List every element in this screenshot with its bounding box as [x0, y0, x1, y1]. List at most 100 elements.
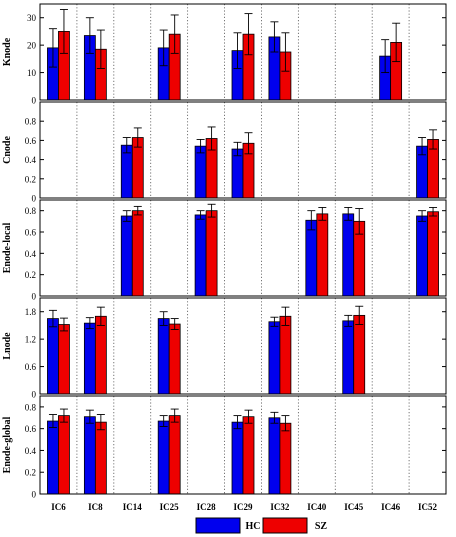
sz-bar — [279, 422, 292, 495]
hc-error-bar — [196, 210, 205, 220]
y-tick-label: 0.6 — [25, 136, 37, 146]
hc-error-bar — [344, 207, 353, 221]
sz-error-bar — [59, 317, 68, 332]
sz-bar — [242, 416, 255, 495]
hc-bar — [268, 321, 281, 395]
x-tick-label: IC14 — [123, 502, 143, 512]
sz-error-bar — [318, 207, 327, 221]
sz-error-bar — [170, 318, 179, 330]
sz-bar — [427, 211, 439, 297]
sz-bar — [168, 415, 181, 495]
sz-bar — [205, 210, 218, 297]
sz-error-bar — [355, 208, 364, 235]
panel-knode: 0 10 20 30 Knode — [2, 3, 447, 106]
y-tick-label: 30 — [27, 13, 37, 23]
y-axis-label: Lnode — [2, 332, 13, 360]
panel-cnode: 0 0.2 0.4 0.6 0.8 Cnode — [2, 101, 447, 204]
y-tick-label: 0.2 — [25, 468, 36, 478]
hc-bar — [83, 416, 96, 495]
y-tick-label: 1.8 — [25, 307, 37, 317]
sz-bar — [58, 415, 70, 495]
y-axis-label: Knode — [2, 37, 13, 66]
legend-swatch-hc — [195, 517, 241, 534]
y-tick-label: 20 — [27, 41, 37, 51]
hc-bar — [157, 318, 170, 395]
sz-error-bar — [207, 203, 216, 218]
panel-frame — [39, 199, 447, 297]
hc-error-bar — [233, 141, 242, 157]
legend-swatch-sz — [262, 517, 308, 534]
panel-enode-global: 0 0.2 0.4 0.6 0.8 Enode-global — [2, 395, 447, 500]
hc-error-bar — [159, 29, 168, 67]
hc-error-bar — [270, 411, 279, 424]
y-tick-label: 1.2 — [25, 335, 36, 345]
sz-error-bar — [133, 205, 142, 216]
hc-error-bar — [85, 17, 94, 54]
hc-bar — [231, 421, 244, 495]
sz-bar — [94, 421, 107, 495]
panel-frame — [39, 3, 447, 101]
y-tick-label: 0.6 — [25, 424, 37, 434]
y-axis-label: Enode-local — [2, 223, 13, 274]
hc-bar — [416, 215, 428, 297]
y-tick-label: 0.8 — [25, 117, 37, 127]
panel-frame — [39, 395, 447, 495]
hc-bar — [83, 322, 96, 395]
legend: HC SZ — [195, 517, 328, 534]
hc-error-bar — [381, 39, 390, 74]
x-tick-label: IC46 — [381, 502, 401, 512]
hc-bar — [157, 420, 170, 495]
y-tick-label: 0 — [32, 490, 37, 500]
sz-error-bar — [244, 13, 253, 56]
hc-error-bar — [233, 32, 242, 69]
y-tick-label: 0.6 — [25, 362, 37, 372]
sz-bar — [353, 314, 366, 395]
sz-error-bar — [59, 408, 68, 423]
hc-error-bar — [159, 311, 168, 326]
hc-error-bar — [344, 314, 353, 327]
sz-error-bar — [281, 415, 290, 432]
hc-bar — [342, 213, 355, 297]
sz-bar — [94, 315, 107, 395]
hc-error-bar — [48, 309, 57, 328]
hc-error-bar — [159, 415, 168, 427]
hc-error-bar — [418, 137, 427, 156]
hc-bar — [120, 215, 133, 297]
y-tick-label: 0.4 — [25, 249, 37, 259]
panel-lnode: 0 0.6 1.2 1.8 Lnode — [2, 297, 447, 400]
hc-bar — [47, 420, 59, 495]
sz-error-bar — [170, 408, 179, 423]
hc-bar — [47, 318, 59, 395]
hc-error-bar — [418, 210, 427, 222]
hc-error-bar — [270, 316, 279, 327]
sz-bar — [168, 323, 181, 395]
y-tick-label: 0.2 — [25, 174, 36, 184]
y-axis-label: Enode-global — [2, 416, 13, 473]
sz-error-bar — [96, 414, 105, 431]
sz-error-bar — [429, 129, 438, 150]
y-tick-label: 0.8 — [25, 206, 37, 216]
y-tick-label: 0 — [32, 390, 37, 400]
y-tick-label: 0.6 — [25, 228, 37, 238]
hc-error-bar — [270, 21, 279, 53]
sz-error-bar — [355, 305, 364, 325]
legend-label-sz: SZ — [315, 521, 328, 532]
hc-error-bar — [233, 415, 242, 430]
sz-error-bar — [281, 32, 290, 72]
sz-bar — [279, 315, 292, 395]
y-tick-label: 0.4 — [25, 155, 37, 165]
sz-error-bar — [281, 306, 290, 326]
hc-error-bar — [85, 317, 94, 330]
hc-error-bar — [85, 409, 94, 424]
x-tick-label: IC40 — [307, 502, 327, 512]
panel-frame — [39, 101, 447, 199]
x-tick-label: IC25 — [160, 502, 180, 512]
sz-error-bar — [96, 29, 105, 69]
panel-enode-local: 0 0.2 0.4 0.6 0.8 Enode-local — [2, 199, 447, 302]
sz-bar — [316, 213, 329, 297]
y-tick-label: 10 — [27, 68, 37, 78]
sz-bar — [58, 324, 70, 395]
hc-error-bar — [48, 28, 57, 68]
sz-error-bar — [392, 22, 401, 63]
